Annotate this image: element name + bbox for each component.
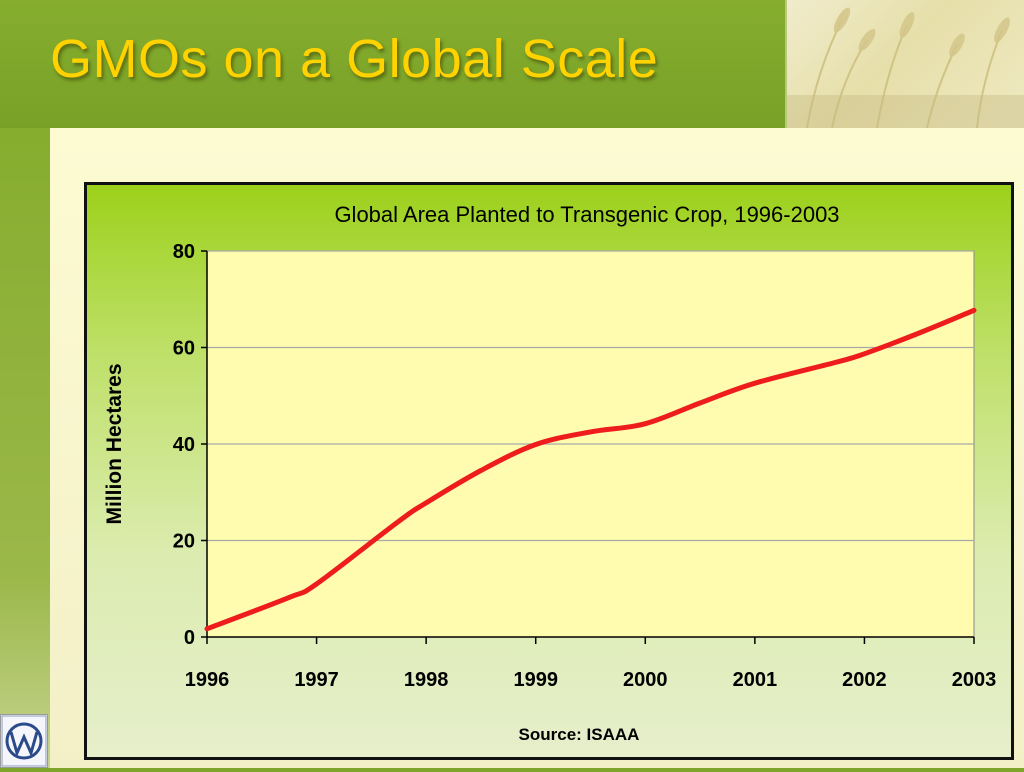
x-tick-label: 2003 (952, 669, 997, 691)
slide-title: GMOs on a Global Scale (50, 28, 658, 90)
y-tick-label: 80 (173, 241, 195, 263)
y-axis-label: Million Hectares (103, 363, 126, 524)
wheat-field-photo (785, 0, 1024, 128)
x-tick-label: 1998 (404, 669, 449, 691)
x-tick-label: 2002 (842, 669, 887, 691)
source-note: Source: ISAAA (519, 725, 640, 744)
x-axis: 1996 1997 1998 1999 2000 2001 2002 2003 (185, 637, 997, 691)
wheat-icon (787, 0, 1024, 128)
y-axis: 0 20 40 60 80 (173, 241, 207, 649)
x-tick-label: 1996 (185, 669, 230, 691)
y-tick-label: 0 (184, 627, 195, 649)
left-decorative-strip (0, 128, 50, 768)
line-chart: Global Area Planted to Transgenic Crop, … (87, 185, 1011, 757)
x-tick-label: 2000 (623, 669, 668, 691)
y-tick-label: 60 (173, 338, 195, 360)
y-tick-label: 40 (173, 434, 195, 456)
chart-frame: Global Area Planted to Transgenic Crop, … (84, 182, 1014, 760)
y-tick-label: 20 (173, 531, 195, 553)
x-tick-label: 2001 (733, 669, 778, 691)
x-tick-label: 1999 (513, 669, 558, 691)
wi-logo (0, 714, 48, 768)
x-tick-label: 1997 (294, 669, 339, 691)
chart-title: Global Area Planted to Transgenic Crop, … (334, 202, 839, 227)
